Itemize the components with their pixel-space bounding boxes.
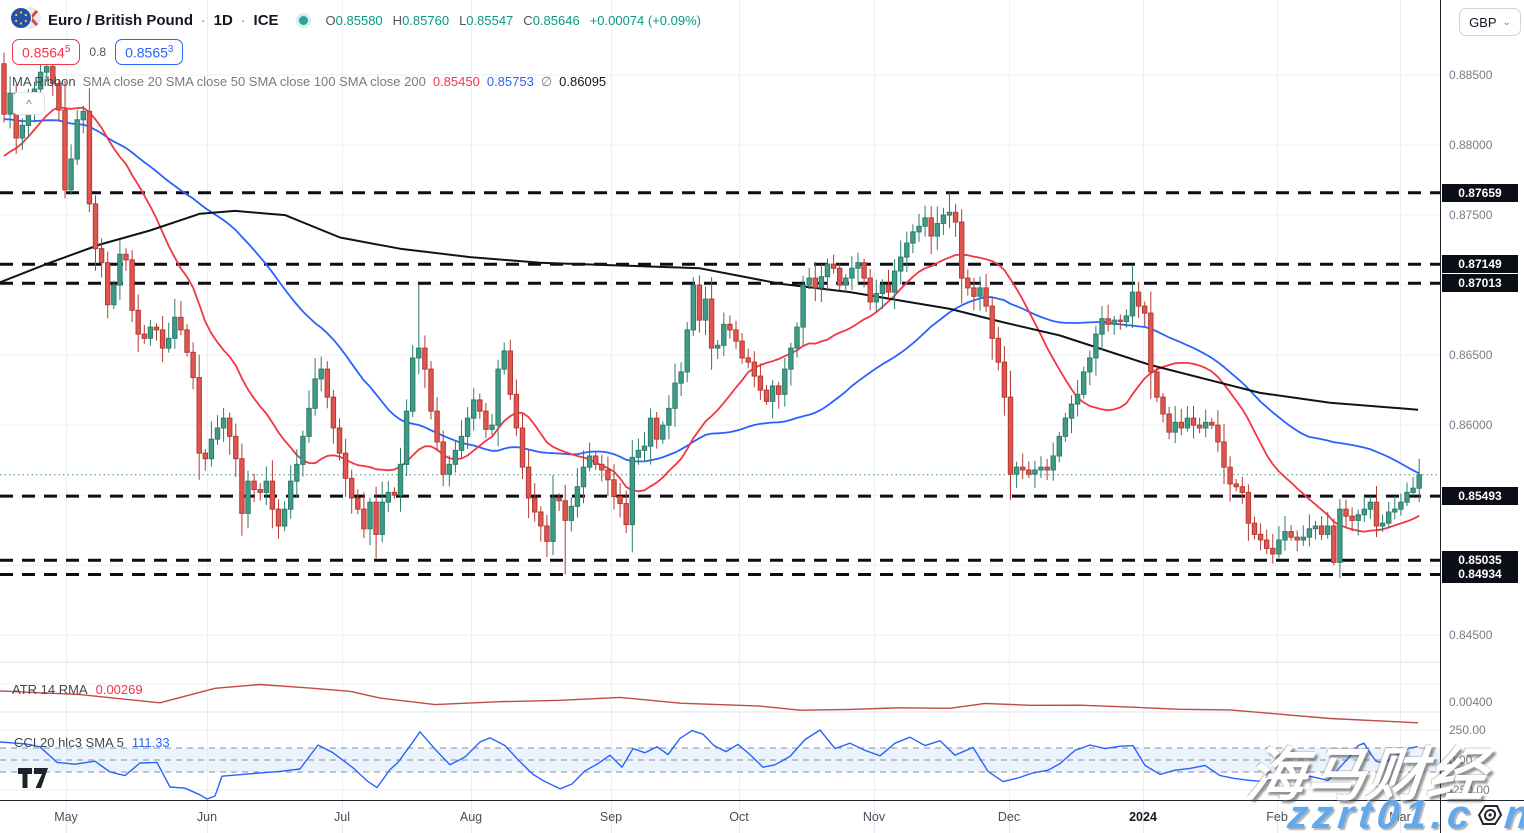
- time-axis-label: Feb: [1266, 810, 1288, 824]
- price-axis-label: 0.84500: [1449, 628, 1493, 643]
- change-value: +0.00074 (+0.09%): [589, 12, 701, 28]
- high-value: 0.85760: [402, 12, 450, 28]
- cci-axis-label: -250.00: [1449, 783, 1490, 797]
- time-axis-label: Oct: [729, 810, 749, 824]
- time-axis-tick: [66, 801, 67, 833]
- time-axis-tick: [207, 801, 208, 833]
- level-price-badge: 0.87149: [1442, 255, 1518, 274]
- currency-label: GBP: [1469, 14, 1497, 30]
- buy-quote-button[interactable]: 0.85653: [115, 39, 184, 65]
- time-axis-tick: [1143, 801, 1144, 833]
- level-price-badge: 0.87013: [1442, 274, 1518, 293]
- symbol-row: Euro / British Pound · 1D · ICE O0.85580…: [10, 6, 701, 35]
- time-axis-tick: [874, 801, 875, 833]
- axis-corner: [1440, 800, 1524, 833]
- open-value: 0.85580: [335, 12, 383, 28]
- time-axis-tick: [1400, 801, 1401, 833]
- level-price-badge: 0.87659: [1442, 183, 1518, 202]
- price-axis-label: 0.88500: [1449, 68, 1493, 82]
- cci-label: CCI 20 hlc3 SMA 5: [14, 735, 124, 750]
- sma50-value: 0.85753: [486, 73, 534, 89]
- ma-ribbon-title: MA Ribbon: [12, 73, 76, 89]
- time-axis-tick: [471, 801, 472, 833]
- separator: ·: [201, 12, 206, 28]
- sma200-value: 0.86095: [559, 73, 607, 89]
- price-axis[interactable]: 0.88500 0.88000 0.87500 0.86500 0.86000 0.845…: [1440, 0, 1524, 800]
- cci-legend[interactable]: CCI 20 hlc3 SMA 5 111.33: [14, 735, 170, 750]
- chart-legend: Euro / British Pound · 1D · ICE O0.85580…: [10, 6, 701, 90]
- sma100-empty-value: ∅: [540, 73, 553, 89]
- price-axis-label: 0.86500: [1449, 348, 1493, 363]
- atr-value: 0.00269: [95, 682, 143, 697]
- atr-label: ATR 14 RMA: [12, 682, 88, 697]
- cci-axis-label: 0.00: [1449, 753, 1473, 767]
- ma-ribbon-params: SMA close 20 SMA close 50 SMA close 100 …: [82, 73, 426, 89]
- sma20-value: 0.85450: [432, 73, 480, 89]
- chevron-up-icon: ^: [26, 96, 32, 111]
- time-axis-tick: [1277, 801, 1278, 833]
- interval-label[interactable]: 1D: [213, 11, 233, 29]
- symbol-title[interactable]: Euro / British Pound: [48, 11, 193, 29]
- time-axis-label: Aug: [459, 810, 483, 824]
- price-axis-label: 0.87500: [1449, 208, 1493, 223]
- time-axis-label: Nov: [862, 810, 886, 824]
- exchange-label: ICE: [253, 11, 279, 29]
- time-axis-label: Jun: [196, 810, 218, 824]
- ma-ribbon-legend[interactable]: MA Ribbon SMA close 20 SMA close 50 SMA …: [12, 74, 701, 90]
- time-axis-label: 2024: [1129, 810, 1157, 824]
- level-price-badge: 0.85035: [1442, 551, 1518, 570]
- time-axis-tick: [1009, 801, 1010, 833]
- legend-collapse-button[interactable]: ^: [13, 92, 45, 115]
- time-axis[interactable]: May Jun Jul Aug Sep Oct Nov Dec 2024 Feb Mar: [0, 800, 1524, 833]
- quote-row: 0.85645 0.8 0.85653: [12, 39, 701, 65]
- price-axis-label: 0.86000: [1449, 418, 1493, 433]
- atr-legend[interactable]: ATR 14 RMA 0.00269: [12, 682, 143, 697]
- tradingview-logo[interactable]: [18, 768, 48, 793]
- time-axis-label: Sep: [599, 810, 623, 824]
- symbol-logo-icon[interactable]: [10, 6, 42, 35]
- atr-axis-label: 0.00400: [1449, 695, 1493, 709]
- cci-axis-label: 250.00: [1449, 723, 1486, 737]
- price-axis-label: 0.88000: [1449, 138, 1493, 153]
- ohlc-values: O0.85580 H0.85760 L0.85547 C0.85646 +0.0…: [325, 12, 701, 28]
- spread-value: 0.8: [89, 44, 107, 59]
- currency-selector[interactable]: GBP ⌄: [1459, 8, 1521, 36]
- time-axis-label: Mar: [1389, 810, 1411, 824]
- level-price-badge: 0.85493: [1442, 487, 1518, 506]
- time-axis-label: May: [54, 810, 78, 824]
- low-value: 0.85547: [466, 12, 514, 28]
- separator: ·: [240, 12, 246, 28]
- time-axis-tick: [611, 801, 612, 833]
- chevron-down-icon: ⌄: [1502, 16, 1511, 28]
- time-axis-tick: [342, 801, 343, 833]
- time-axis-tick: [739, 801, 740, 833]
- sell-quote-button[interactable]: 0.85645: [12, 39, 81, 65]
- cci-value: 111.33: [131, 735, 170, 750]
- time-axis-label: Dec: [997, 810, 1021, 824]
- time-axis-label: Jul: [334, 810, 350, 824]
- level-price-badge: 0.84934: [1442, 565, 1518, 584]
- market-status-icon[interactable]: [298, 15, 308, 25]
- close-value: 0.85646: [532, 12, 580, 28]
